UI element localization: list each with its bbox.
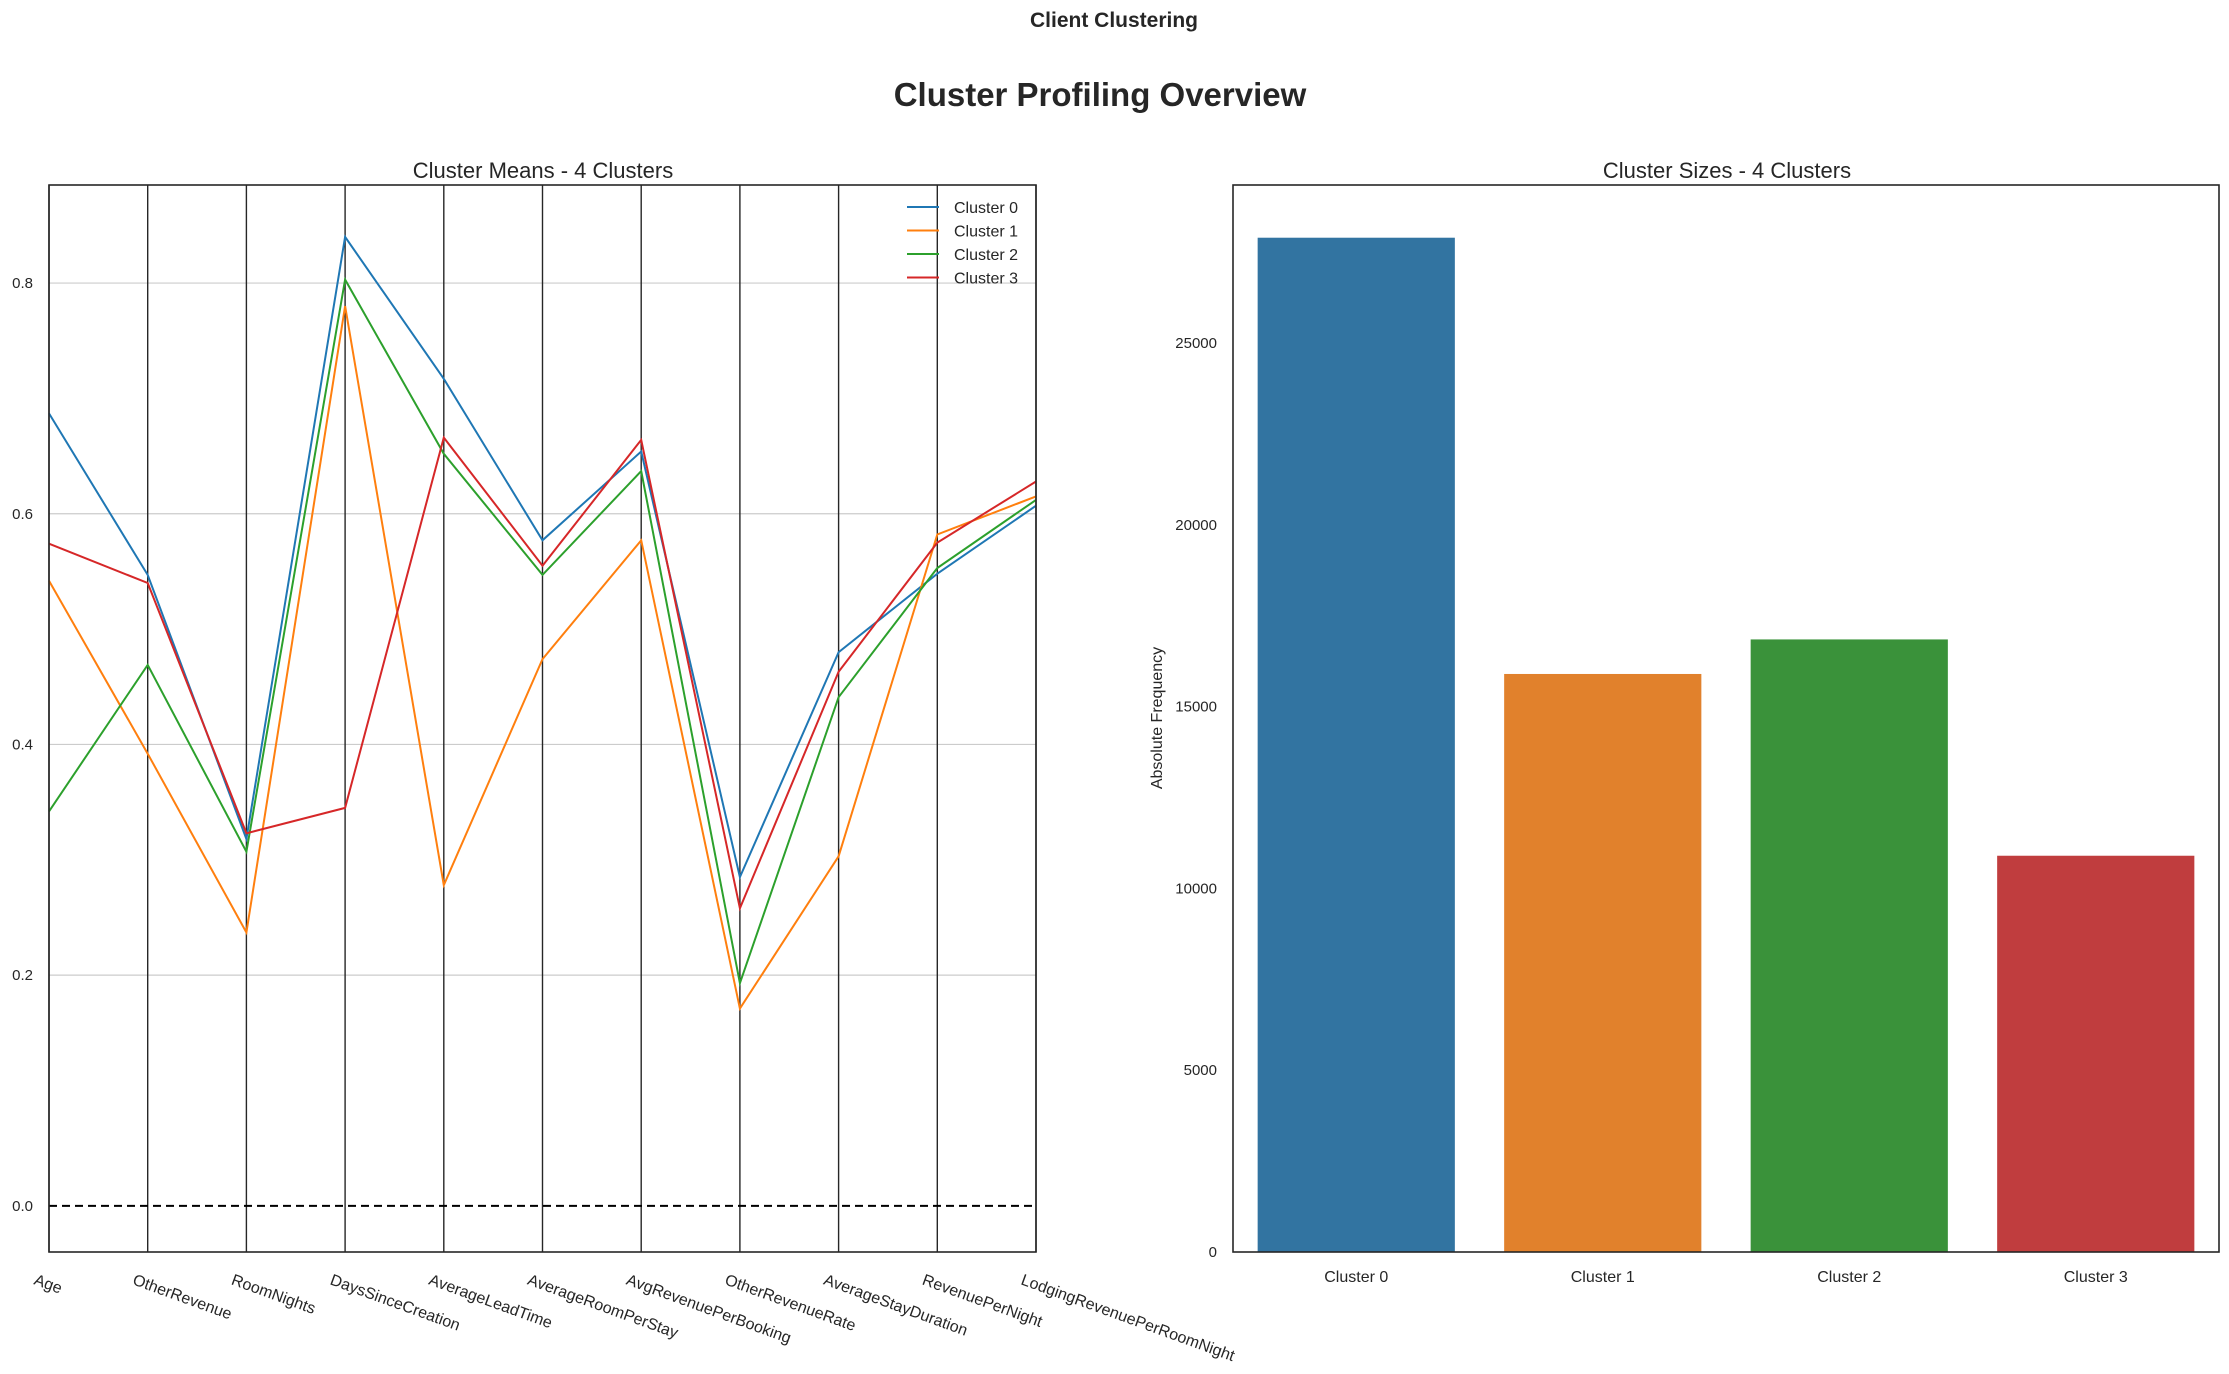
x-tick-label: Cluster 0	[1324, 1269, 1388, 1286]
bar-cluster-0	[1257, 237, 1455, 1252]
y-tick-label: 0.6	[12, 506, 33, 523]
x-tick-label: Cluster 1	[1571, 1269, 1635, 1286]
x-tick-label: Cluster 3	[2064, 1269, 2128, 1286]
figure-suptitle: Client Clustering	[1030, 9, 1198, 32]
cluster-sizes-frame	[1232, 184, 2220, 1253]
bar-cluster-2	[1750, 639, 1948, 1252]
cluster-sizes-chart: Cluster Sizes - 4 Clusters 0 5000 10000 150…	[1149, 158, 2220, 1286]
bar-cluster-1	[1504, 673, 1702, 1252]
cluster-means-title: Cluster Means - 4 Clusters	[413, 158, 673, 183]
bar-cluster-3	[1997, 855, 2195, 1252]
cluster-means-y-ticks: 0.0 0.2 0.4 0.6 0.8	[12, 275, 33, 1215]
legend-label: Cluster 2	[954, 247, 1018, 264]
cluster-means-series	[48, 234, 1037, 1012]
legend-label: Cluster 1	[954, 224, 1018, 241]
cluster-sizes-y-label: Absolute Frequency	[1149, 647, 1166, 789]
cluster-sizes-x-ticks: Cluster 0 Cluster 1 Cluster 2 Cluster 3	[1324, 1269, 2128, 1286]
y-tick-label: 0.2	[12, 967, 33, 984]
y-tick-label: 5000	[1184, 1062, 1217, 1079]
series-line-cluster-3	[48, 435, 1037, 912]
y-tick-label: 20000	[1175, 517, 1217, 534]
y-tick-label: 0.8	[12, 275, 33, 292]
y-tick-label: 0.0	[12, 1198, 33, 1215]
cluster-sizes-bars	[1257, 237, 2195, 1252]
y-tick-label: 0.4	[12, 736, 33, 753]
cluster-means-legend: Cluster 0 Cluster 1 Cluster 2 Cluster 3	[907, 200, 1018, 288]
cluster-means-frame	[48, 184, 1037, 1253]
series-line-cluster-1	[48, 305, 1037, 1012]
legend-label: Cluster 3	[954, 271, 1018, 288]
cluster-sizes-title: Cluster Sizes - 4 Clusters	[1603, 158, 1851, 183]
y-tick-label: 10000	[1175, 880, 1217, 897]
figure-title: Cluster Profiling Overview	[894, 76, 1307, 113]
y-tick-label: 25000	[1175, 335, 1217, 352]
y-tick-label: 15000	[1175, 699, 1217, 716]
legend-label: Cluster 0	[954, 200, 1018, 217]
x-tick-label: Cluster 2	[1817, 1269, 1881, 1286]
series-line-cluster-2	[48, 276, 1037, 988]
y-tick-label: 0	[1209, 1244, 1217, 1261]
cluster-sizes-y-ticks: 0 5000 10000 15000 20000 25000	[1175, 335, 1217, 1261]
